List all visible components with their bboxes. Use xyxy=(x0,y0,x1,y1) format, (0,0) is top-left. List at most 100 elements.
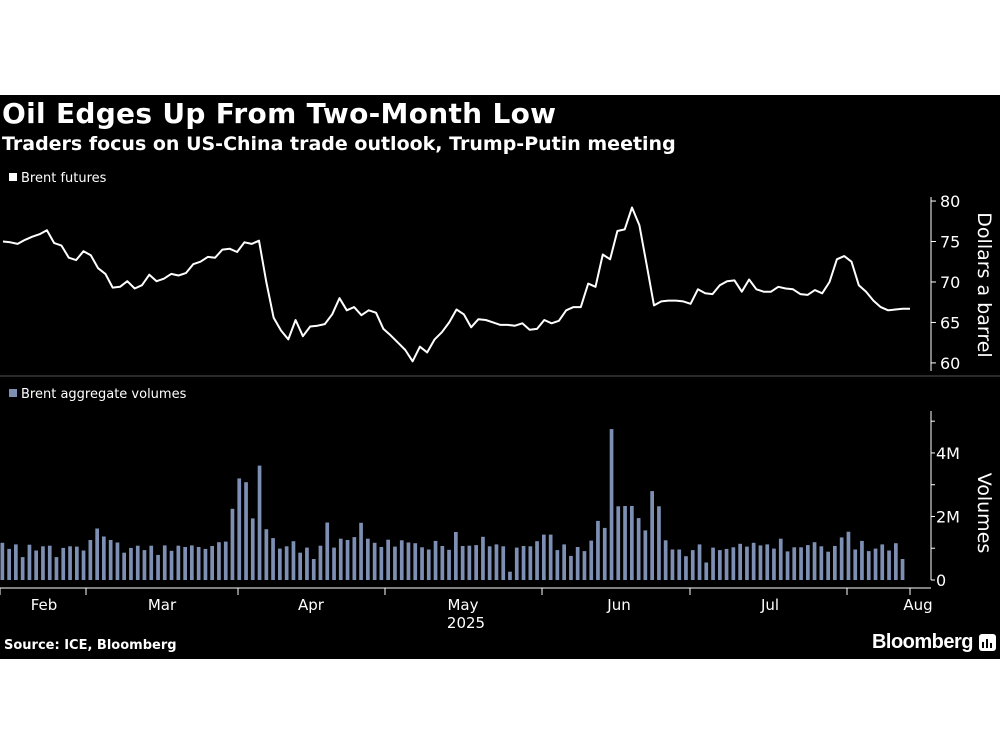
volume-bar xyxy=(95,528,99,580)
volume-bar xyxy=(278,548,282,580)
volume-bar xyxy=(284,546,289,580)
volume-bar xyxy=(542,534,546,580)
volume-bar xyxy=(778,538,783,580)
volume-bar xyxy=(318,545,323,580)
x-tick-label: Jul xyxy=(760,596,779,614)
volume-bar xyxy=(467,545,472,580)
volume-bar xyxy=(528,546,533,580)
volume-bar xyxy=(501,546,506,580)
volume-bar xyxy=(454,532,458,580)
volume-bar xyxy=(799,547,803,580)
volume-bar xyxy=(135,545,140,580)
volume-bar xyxy=(75,546,79,580)
volume-bar xyxy=(345,540,350,580)
volume-bar xyxy=(765,544,770,580)
volume-bar xyxy=(785,551,790,580)
brand-name: Bloomberg xyxy=(871,631,974,653)
volume-bar xyxy=(393,546,397,580)
volume-bar xyxy=(718,550,722,580)
price-y-tick-label: 65 xyxy=(940,313,960,332)
price-legend-label: Brent futures xyxy=(21,171,107,186)
volume-bar xyxy=(690,550,695,580)
volume-bar xyxy=(745,546,749,580)
x-tick-label: May xyxy=(447,596,478,614)
volume-bar xyxy=(426,549,431,580)
volume-bar xyxy=(291,541,296,580)
volume-bar xyxy=(379,547,384,580)
price-legend-swatch xyxy=(9,173,17,181)
volume-bar xyxy=(697,544,702,580)
volume-bar xyxy=(833,546,837,580)
volume-bar xyxy=(366,538,370,580)
volume-bar xyxy=(555,550,560,580)
volume-bar xyxy=(704,562,709,580)
volume-bar xyxy=(264,529,269,580)
volume-bar xyxy=(41,546,45,580)
source-note: Source: ICE, Bloomberg xyxy=(4,638,177,653)
volume-bar xyxy=(338,538,343,580)
volume-y-axis-label: Volumes xyxy=(973,473,995,554)
volume-bar xyxy=(514,547,519,580)
volume-bar xyxy=(223,541,228,580)
volume-bar xyxy=(860,540,864,580)
volume-bar xyxy=(880,544,885,580)
volume-bar xyxy=(190,545,194,580)
volume-bar xyxy=(162,545,167,580)
volume-bar xyxy=(88,540,93,580)
volume-bar xyxy=(630,506,634,580)
x-axis-ticks: Feb Mar Apr May Jun Jul Aug xyxy=(0,588,933,614)
volume-bar xyxy=(420,547,424,580)
volume-bar xyxy=(751,542,756,580)
volume-bar xyxy=(663,540,668,580)
volume-bar xyxy=(7,548,11,580)
bloomberg-logo: Bloomberg xyxy=(872,631,996,654)
volume-bar xyxy=(54,557,59,580)
volume-bar xyxy=(609,429,614,580)
volume-bar xyxy=(115,542,120,580)
volume-bar xyxy=(176,545,181,580)
chart-panel: Brent futures 80 75 70 65 60 Dollars a barre… xyxy=(0,95,1000,659)
x-tick-label: Apr xyxy=(298,596,325,614)
volume-bar xyxy=(129,547,133,580)
volume-bar xyxy=(183,547,187,580)
price-y-tick-label: 75 xyxy=(940,233,960,252)
volume-bar xyxy=(474,545,478,580)
volume-bar xyxy=(894,543,898,580)
volume-bar xyxy=(900,559,905,580)
volume-bar xyxy=(724,548,729,580)
volume-bar xyxy=(399,540,404,580)
volume-bar xyxy=(670,549,675,580)
chart-subtitle: Traders focus on US-China trade outlook,… xyxy=(2,133,676,155)
volume-bar xyxy=(623,506,627,580)
volume-bar xyxy=(413,543,418,580)
volume-bar xyxy=(244,482,248,580)
volume-bar xyxy=(34,550,38,580)
x-axis-year: 2025 xyxy=(447,614,485,632)
price-y-tick-label: 60 xyxy=(940,354,960,373)
volume-bar xyxy=(508,571,512,580)
volume-bar xyxy=(298,552,302,580)
volume-bar xyxy=(873,548,878,580)
volume-bar xyxy=(548,534,553,580)
volume-bar xyxy=(169,550,174,580)
volume-bar xyxy=(196,547,201,580)
volume-bar xyxy=(311,559,316,580)
volume-bar xyxy=(562,544,566,580)
volume-bar xyxy=(738,543,742,580)
volume-bar xyxy=(149,545,154,580)
volume-bar xyxy=(386,539,390,580)
volume-bar xyxy=(257,465,262,580)
volume-bar xyxy=(250,518,255,580)
volume-bar xyxy=(650,491,654,580)
volume-bar xyxy=(826,551,830,580)
volume-bar xyxy=(332,547,336,580)
volume-bar xyxy=(0,542,5,580)
volume-bar xyxy=(156,554,160,580)
volume-bar xyxy=(142,550,147,580)
chart-title: Oil Edges Up From Two-Month Low xyxy=(2,97,557,130)
volume-bar xyxy=(575,547,580,580)
volume-bar xyxy=(657,506,661,580)
volume-bar xyxy=(122,552,126,580)
volume-legend-label: Brent aggregate volumes xyxy=(21,387,187,402)
volume-bar xyxy=(325,522,330,580)
